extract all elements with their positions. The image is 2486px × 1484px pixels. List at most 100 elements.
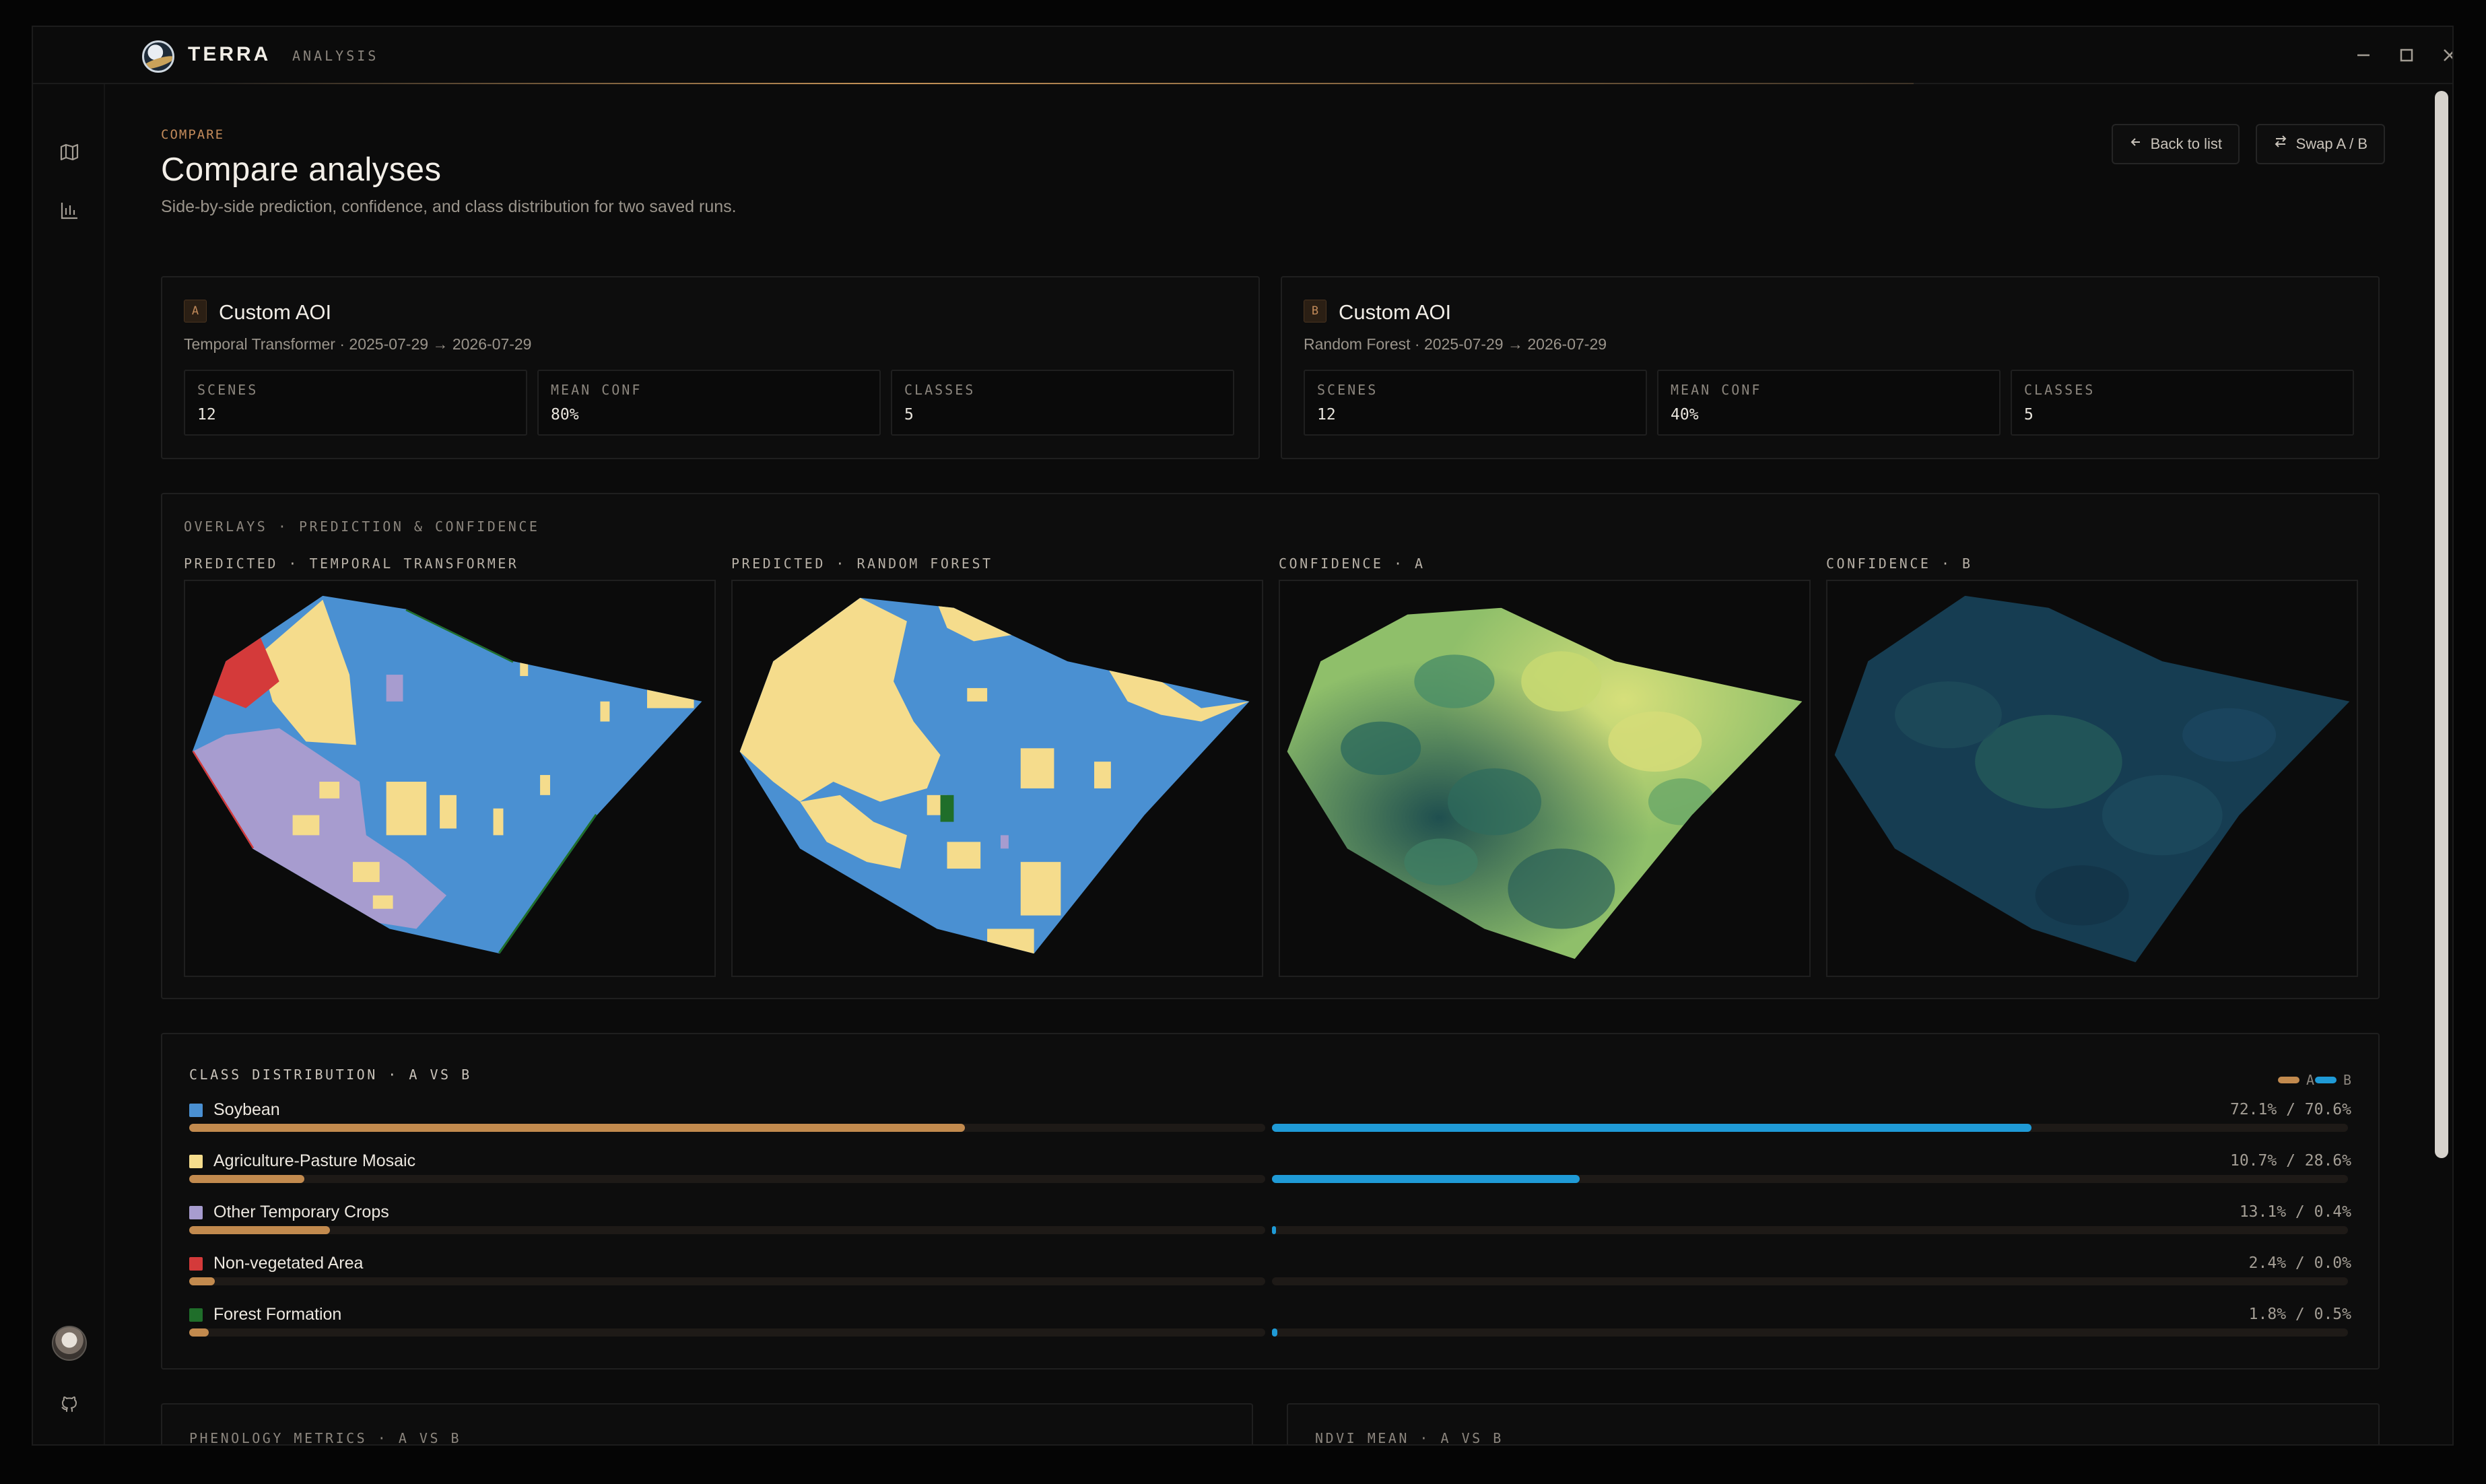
swap-a-b-label: Swap A / B — [2295, 135, 2367, 152]
swap-icon — [2273, 125, 2288, 163]
maximize-icon[interactable] — [2393, 42, 2420, 69]
run-badge-a: A — [184, 300, 207, 323]
app-section-label: ANALYSIS — [292, 48, 379, 64]
bar-fill-b — [1272, 1124, 2032, 1132]
class-color-swatch — [189, 1257, 203, 1271]
class-row: Soybean 72.1% / 70.6% — [189, 1100, 2351, 1140]
arrow-left-icon — [2129, 125, 2143, 163]
class-percent: 1.8% / 0.5% — [2248, 1306, 2351, 1323]
confidence-map-a[interactable] — [1279, 580, 1811, 977]
class-row: Forest Formation 1.8% / 0.5% — [189, 1304, 2351, 1345]
run-badge-b: B — [1304, 300, 1326, 323]
run-title-a: Custom AOI — [219, 300, 332, 324]
bar-fill-a — [189, 1226, 331, 1234]
bar-track-a — [189, 1328, 1265, 1337]
run-meta-b: Random Forest · 2025-07-29 → 2026-07-29 — [1304, 335, 1607, 353]
class-color-swatch — [189, 1155, 203, 1168]
class-percent: 10.7% / 28.6% — [2229, 1152, 2351, 1170]
class-name: Non-vegetated Area — [213, 1254, 364, 1273]
stat-label: SCENES — [197, 382, 259, 398]
class-name: Other Temporary Crops — [213, 1203, 389, 1221]
stat-value: 12 — [1317, 406, 1336, 424]
sidebar — [33, 84, 105, 1444]
legend-label-a: A — [2306, 1072, 2314, 1088]
overlays-section-label: OVERLAYS · PREDICTION & CONFIDENCE — [184, 518, 540, 535]
github-icon[interactable] — [59, 1393, 80, 1415]
close-icon[interactable] — [2436, 42, 2452, 69]
stat-scenes-b: SCENES 12 — [1304, 370, 1647, 436]
stat-value: 80% — [551, 406, 579, 424]
ndvi-panel: NDVI MEAN · A VS B A B — [1287, 1403, 2380, 1446]
phenology-panel: PHENOLOGY METRICS · A VS B — [161, 1403, 1253, 1446]
stat-label: CLASSES — [2024, 382, 2095, 398]
title-accent-line — [195, 83, 1914, 84]
legend-swatch-b — [2314, 1077, 2337, 1083]
page-eyebrow: COMPARE — [161, 127, 225, 142]
bar-fill-a — [189, 1175, 304, 1183]
class-row: Other Temporary Crops 13.1% / 0.4% — [189, 1202, 2351, 1242]
title-bar: TERRA ANALYSIS — [33, 27, 2452, 84]
map-label-prediction-b: PREDICTED · RANDOM FOREST — [731, 555, 993, 572]
stat-value: 5 — [904, 406, 914, 424]
legend-label-b: B — [2343, 1072, 2351, 1088]
avatar[interactable] — [52, 1326, 87, 1361]
map-icon[interactable] — [59, 141, 80, 163]
run-title-b: Custom AOI — [1339, 300, 1452, 324]
class-percent: 72.1% / 70.6% — [2229, 1101, 2351, 1118]
terra-logo-icon — [142, 40, 174, 73]
distribution-section-label: CLASS DISTRIBUTION · A VS B — [189, 1067, 472, 1083]
prediction-map-b[interactable] — [731, 580, 1263, 977]
overlays-panel: OVERLAYS · PREDICTION & CONFIDENCE PREDI… — [161, 493, 2380, 999]
legend-swatch-a — [2277, 1077, 2299, 1083]
stat-label: SCENES — [1317, 382, 1378, 398]
bar-track-b — [1272, 1277, 2348, 1285]
scrollbar-thumb[interactable] — [2435, 91, 2448, 1158]
app-window: TERRA ANALYSIS COMPARE Compare analyses … — [32, 26, 2454, 1446]
bar-track-b — [1272, 1226, 2348, 1234]
bar-fill-b — [1272, 1226, 1277, 1234]
class-name: Forest Formation — [213, 1305, 342, 1324]
stat-value: 12 — [197, 406, 216, 424]
run-card-b: B Custom AOI Random Forest · 2025-07-29 … — [1281, 276, 2380, 459]
bar-track-a — [189, 1226, 1265, 1234]
stat-mean-conf-b: MEAN CONF 40% — [1657, 370, 2001, 436]
class-color-swatch — [189, 1308, 203, 1322]
app-name: TERRA — [188, 43, 271, 65]
stat-scenes-a: SCENES 12 — [184, 370, 527, 436]
prediction-map-a[interactable] — [184, 580, 716, 977]
stat-mean-conf-a: MEAN CONF 80% — [537, 370, 881, 436]
stat-label: MEAN CONF — [551, 382, 642, 398]
bar-fill-a — [189, 1328, 209, 1337]
back-to-list-label: Back to list — [2150, 135, 2222, 152]
bar-chart-icon[interactable] — [59, 200, 80, 222]
confidence-map-b[interactable] — [1826, 580, 2358, 977]
bar-track-a — [189, 1277, 1265, 1285]
ndvi-section-label: NDVI MEAN · A VS B — [1315, 1430, 1504, 1446]
map-label-confidence-a: CONFIDENCE · A — [1279, 555, 1425, 572]
bar-fill-b — [1272, 1175, 1580, 1183]
back-to-list-button[interactable]: Back to list — [2111, 124, 2240, 164]
run-meta-a: Temporal Transformer · 2025-07-29 → 2026… — [184, 335, 532, 353]
minimize-icon[interactable] — [2350, 42, 2377, 69]
bar-track-b — [1272, 1124, 2348, 1132]
legend-a: A — [2277, 1072, 2314, 1088]
stat-classes-a: CLASSES 5 — [891, 370, 1234, 436]
class-percent: 2.4% / 0.0% — [2248, 1254, 2351, 1272]
stat-label: CLASSES — [904, 382, 976, 398]
bar-track-b — [1272, 1328, 2348, 1337]
stat-label: MEAN CONF — [1671, 382, 1762, 398]
bar-fill-a — [189, 1124, 966, 1132]
class-color-swatch — [189, 1206, 203, 1219]
class-name: Soybean — [213, 1100, 280, 1119]
bar-track-a — [189, 1175, 1265, 1183]
stat-classes-b: CLASSES 5 — [2011, 370, 2354, 436]
stat-value: 40% — [1671, 406, 1699, 424]
phenology-section-label: PHENOLOGY METRICS · A VS B — [189, 1430, 462, 1446]
swap-a-b-button[interactable]: Swap A / B — [2255, 124, 2385, 164]
class-row: Agriculture-Pasture Mosaic 10.7% / 28.6% — [189, 1151, 2351, 1191]
class-distribution-panel: CLASS DISTRIBUTION · A VS B A B Soybean 7… — [161, 1033, 2380, 1370]
page-title: Compare analyses — [161, 151, 442, 188]
page-subtitle: Side-by-side prediction, confidence, and… — [161, 197, 737, 216]
map-label-prediction-a: PREDICTED · TEMPORAL TRANSFORMER — [184, 555, 519, 572]
map-label-confidence-b: CONFIDENCE · B — [1826, 555, 1973, 572]
